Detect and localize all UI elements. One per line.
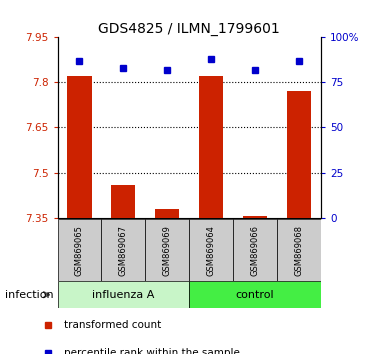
Text: GSM869069: GSM869069 bbox=[163, 225, 172, 276]
Bar bbox=[58, 219, 101, 281]
Text: GSM869065: GSM869065 bbox=[75, 225, 84, 276]
Title: GDS4825 / ILMN_1799601: GDS4825 / ILMN_1799601 bbox=[98, 22, 280, 36]
Bar bbox=[145, 219, 189, 281]
Text: GSM869067: GSM869067 bbox=[119, 225, 128, 276]
Text: infection: infection bbox=[5, 290, 54, 300]
Text: GSM869066: GSM869066 bbox=[250, 225, 260, 276]
Bar bbox=[199, 76, 223, 218]
Text: percentile rank within the sample: percentile rank within the sample bbox=[65, 348, 240, 354]
Bar bbox=[155, 209, 179, 218]
Bar bbox=[189, 281, 321, 308]
Text: control: control bbox=[236, 290, 275, 300]
Bar bbox=[68, 76, 92, 218]
Bar bbox=[233, 219, 277, 281]
Bar bbox=[287, 91, 311, 218]
Text: GSM869064: GSM869064 bbox=[207, 225, 216, 276]
Bar bbox=[277, 219, 321, 281]
Bar bbox=[111, 185, 135, 218]
Text: transformed count: transformed count bbox=[65, 320, 162, 330]
Bar bbox=[58, 281, 189, 308]
Text: GSM869068: GSM869068 bbox=[295, 225, 303, 276]
Bar bbox=[101, 219, 145, 281]
Bar bbox=[243, 216, 267, 218]
Text: influenza A: influenza A bbox=[92, 290, 155, 300]
Bar bbox=[189, 219, 233, 281]
